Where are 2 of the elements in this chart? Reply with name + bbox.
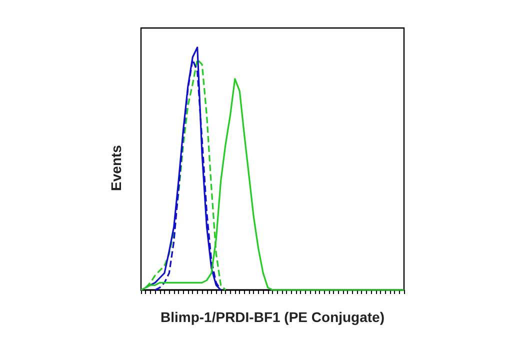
x-axis-title: Blimp-1/PRDI-BF1 (PE Conjugate) <box>160 309 385 325</box>
y-axis-title: Events <box>108 144 124 191</box>
